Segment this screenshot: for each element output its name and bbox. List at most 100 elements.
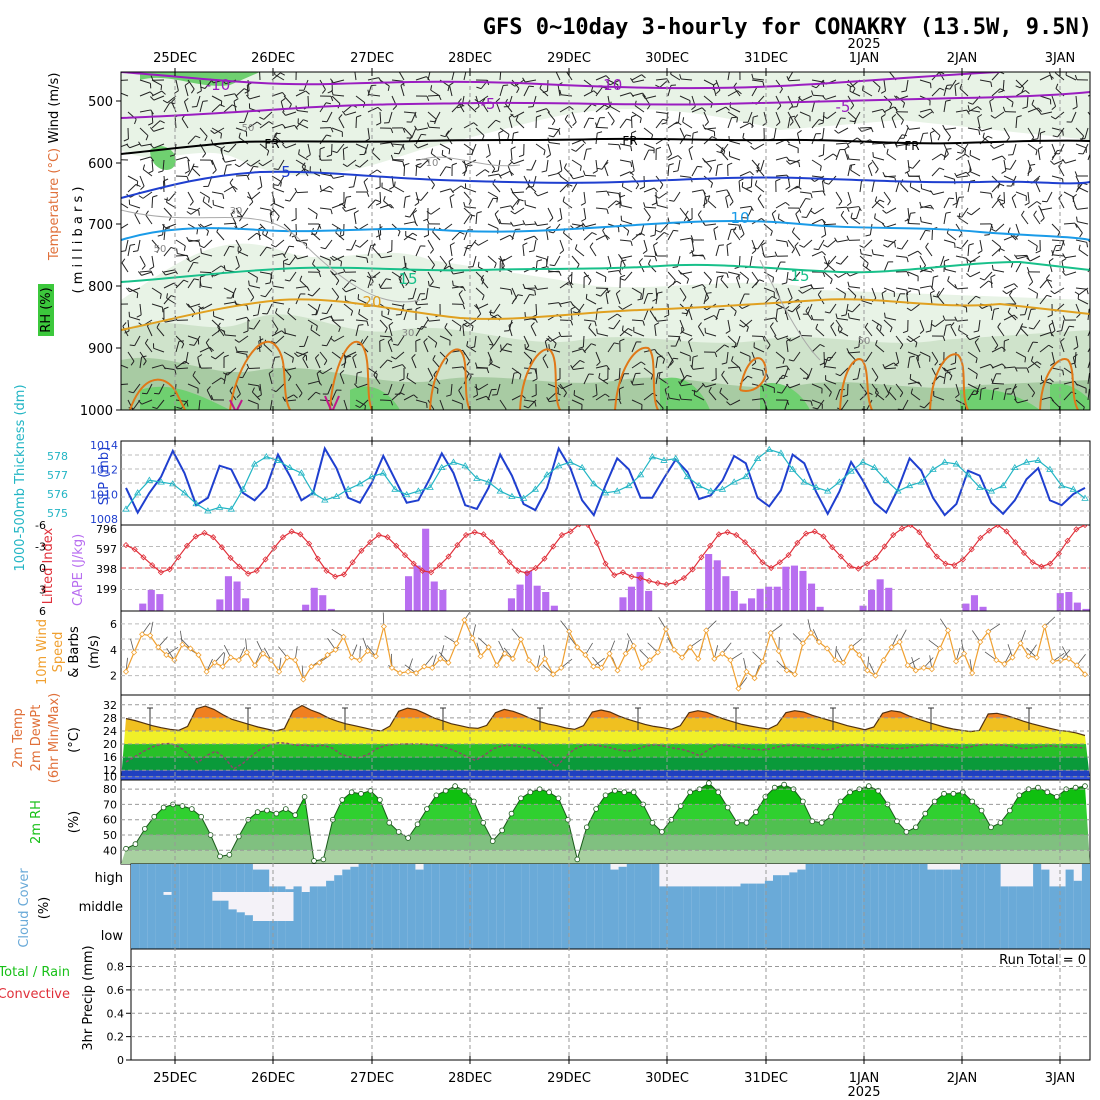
wind-barb bbox=[318, 367, 333, 375]
wind-barb bbox=[352, 353, 357, 369]
lifted-tick-label: -6 bbox=[35, 519, 46, 532]
lifted-point bbox=[332, 573, 339, 580]
wind-barb bbox=[751, 115, 759, 129]
cloud-bar bbox=[504, 892, 514, 921]
cloud-bar bbox=[561, 864, 571, 892]
isotherm-minus10 bbox=[121, 72, 1001, 90]
wind-barb bbox=[494, 210, 501, 225]
cloud-bar bbox=[651, 864, 660, 892]
lifted-point bbox=[314, 555, 321, 562]
wind-barb bbox=[1046, 274, 1053, 289]
cloud-cell-bg bbox=[667, 864, 677, 892]
wind-barb bbox=[475, 211, 482, 225]
cape-bar bbox=[516, 584, 524, 611]
wind-barb bbox=[383, 383, 393, 396]
wind-barb bbox=[355, 159, 369, 168]
wind-barb bbox=[331, 255, 343, 267]
wind10-barb bbox=[1061, 646, 1070, 660]
wind-barb bbox=[144, 338, 153, 353]
date-label-bottom: 30DEC bbox=[645, 1071, 689, 1086]
cloud-bar bbox=[1065, 869, 1075, 892]
wind-barb bbox=[906, 171, 921, 177]
thickness-point bbox=[391, 485, 399, 492]
cloud-cell-bg bbox=[748, 864, 758, 892]
wind10-barb bbox=[836, 650, 844, 663]
wind-barb bbox=[1014, 398, 1029, 404]
wind-barb bbox=[314, 354, 321, 369]
lifted-point bbox=[654, 579, 661, 587]
wind-barb bbox=[339, 369, 345, 385]
wind-barb bbox=[1014, 254, 1029, 260]
slp-tick-label: 1012 bbox=[90, 464, 118, 477]
thickness-point bbox=[449, 458, 458, 465]
wind-barb bbox=[990, 143, 1005, 149]
wind-barb bbox=[871, 142, 886, 149]
lifted-point bbox=[183, 542, 191, 549]
wind-barb bbox=[583, 148, 592, 161]
wind10-point bbox=[300, 676, 307, 683]
thickness-point bbox=[519, 494, 528, 501]
wind-barb bbox=[643, 293, 653, 305]
wind-barb bbox=[955, 153, 970, 161]
wind-barb bbox=[318, 155, 333, 161]
wind-barb bbox=[166, 197, 177, 209]
wind-barb bbox=[943, 143, 949, 158]
wind-barb bbox=[691, 107, 706, 113]
wind-barb bbox=[1030, 356, 1041, 369]
wind-barb bbox=[919, 216, 933, 225]
wind-barb bbox=[403, 271, 410, 286]
wind-barb bbox=[607, 143, 621, 150]
wind10-point bbox=[122, 668, 130, 675]
rh2m-point bbox=[546, 789, 552, 795]
wind-barb bbox=[343, 279, 357, 289]
cloud-bar bbox=[740, 892, 750, 921]
rh-band bbox=[121, 783, 1090, 790]
cloud-bar bbox=[244, 921, 254, 949]
wind10-point bbox=[727, 657, 734, 664]
wind10-barb bbox=[812, 629, 820, 643]
wind-barb bbox=[827, 259, 837, 273]
wind-barb bbox=[271, 330, 286, 337]
wind-barb bbox=[391, 159, 405, 167]
precip-convective-label: Convective bbox=[0, 987, 70, 1002]
wind-barb bbox=[979, 271, 993, 281]
thickness-point bbox=[1034, 456, 1042, 463]
wind-barb bbox=[507, 162, 513, 177]
lifted-point bbox=[1073, 526, 1080, 533]
wind-barb bbox=[427, 367, 434, 382]
wind10-point bbox=[807, 629, 815, 637]
cloud-bar bbox=[610, 921, 620, 949]
thickness-point bbox=[695, 481, 703, 489]
wind-barb bbox=[931, 351, 939, 366]
cloud-bar bbox=[764, 921, 774, 949]
wind-barb bbox=[379, 142, 394, 148]
wind-barb bbox=[463, 201, 477, 209]
wind-barb bbox=[271, 175, 282, 187]
wind-barb bbox=[487, 197, 499, 209]
temp-tick-label: 10 bbox=[103, 771, 117, 784]
wind-barb bbox=[316, 370, 322, 385]
wind-barb bbox=[655, 146, 662, 161]
wind-barb bbox=[725, 319, 731, 334]
cloud-bar bbox=[838, 892, 847, 921]
temp2m-label: 2m Temp bbox=[11, 708, 26, 768]
lifted-point bbox=[288, 528, 295, 535]
wind-barb bbox=[229, 178, 237, 193]
cloud-bar bbox=[293, 892, 303, 921]
cloud-bar bbox=[1025, 886, 1034, 892]
lifted-point bbox=[698, 554, 705, 561]
cloud-bar bbox=[756, 883, 766, 892]
wind-barb bbox=[1087, 388, 1090, 401]
wind-barb bbox=[307, 207, 318, 220]
cloud-cell-bg bbox=[675, 864, 685, 892]
wind-barb bbox=[448, 82, 454, 97]
cloud-bar bbox=[951, 892, 961, 921]
wind-barb bbox=[273, 159, 285, 171]
wind-barb bbox=[1062, 315, 1077, 321]
wind-barb bbox=[223, 143, 237, 153]
wind10-point bbox=[421, 663, 428, 670]
wind-barb bbox=[842, 383, 849, 398]
wind10-barb bbox=[928, 639, 941, 649]
wind-barb bbox=[847, 303, 861, 313]
